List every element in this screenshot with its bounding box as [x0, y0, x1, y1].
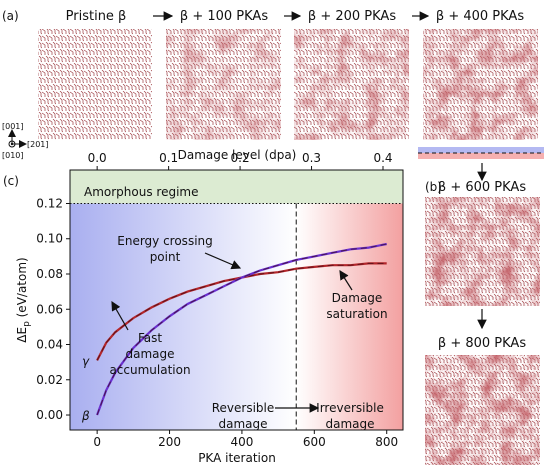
x2-tick-label: 0.4 — [373, 151, 392, 165]
x2-tick-label: 0.0 — [88, 151, 107, 165]
annotation: Energy crossing point — [117, 234, 213, 264]
atom-images — [38, 29, 540, 465]
orientation-axes: [001] [201] [010] — [2, 122, 49, 160]
x2-tick-label: 0.3 — [302, 151, 321, 165]
annotation: Fast damage accumulation — [109, 331, 190, 377]
region — [70, 203, 297, 430]
y-axis-label: ΔEp (eV/atom) — [15, 257, 32, 342]
y-tick-label: 0.00 — [36, 408, 63, 422]
annotation-line: Energy crossing — [117, 234, 213, 248]
annotation-line: damage — [218, 417, 267, 431]
x2-tick-label: 0.2 — [231, 151, 250, 165]
annotation-line: Reversible — [212, 401, 275, 415]
image-title: Pristine β — [66, 9, 127, 24]
image-title: β + 800 PKAs — [438, 336, 526, 351]
annotation-line: damage — [125, 347, 174, 361]
annotation-line: Irreversible — [316, 401, 384, 415]
y-tick-label: 0.04 — [36, 338, 63, 352]
orientation-label: [201] — [27, 140, 49, 149]
y-tick-label: 0.10 — [36, 232, 63, 246]
orientation-label: [001] — [2, 122, 24, 131]
y-label-part: ΔE — [15, 327, 29, 343]
annotation-line: damage — [325, 417, 374, 431]
image-title: β + 100 PKAs — [180, 9, 268, 24]
panel-label: (c) — [3, 174, 19, 188]
orientation-label: [010] — [2, 151, 24, 160]
series-line-dash — [96, 243, 387, 416]
series-label: β — [81, 409, 90, 423]
series-line-dash — [96, 262, 387, 361]
y-tick-label: 0.06 — [36, 302, 63, 316]
annotation-line: Fast — [138, 331, 162, 345]
annotation-arrow — [111, 300, 129, 331]
panel-label: (a) — [2, 9, 19, 23]
y-label-sub: p — [22, 321, 32, 327]
y-label-part: (eV/atom) — [15, 257, 29, 321]
x-tick-label: 0 — [93, 435, 101, 449]
panel-label: (b) — [425, 180, 442, 194]
arrows — [153, 11, 487, 330]
band — [70, 170, 403, 204]
plot: γ β0 200 400 600 800 0.0 0.1 0.2 0.3 0.4 0.00 0.02 0.… — [36, 151, 404, 449]
x-tick-label: 800 — [375, 435, 398, 449]
annotation-line: Damage — [332, 291, 383, 305]
annotation-line: Amorphous regime — [84, 185, 199, 199]
x2-tick-label: 0.1 — [159, 151, 178, 165]
region — [296, 203, 403, 430]
annotation-line: saturation — [326, 307, 387, 321]
series-label: γ — [82, 354, 90, 368]
y-tick-label: 0.08 — [36, 267, 63, 281]
region-icon — [418, 147, 544, 159]
annotation: Amorphous regime — [84, 185, 199, 199]
y-tick-label: 0.02 — [36, 373, 63, 387]
y-tick-label: 0.12 — [36, 196, 63, 210]
annotation: Damage saturation — [326, 291, 387, 321]
x-tick-label: 600 — [303, 435, 326, 449]
x-axis-label: PKA iteration — [198, 451, 276, 465]
annotation-arrow — [204, 252, 242, 270]
annotation-line: accumulation — [109, 363, 190, 377]
annotation-line: point — [150, 250, 181, 264]
x2-axis-label: Damage level (dpa) — [178, 148, 297, 162]
annotation-arrow — [339, 269, 353, 291]
image-title: β + 200 PKAs — [308, 9, 396, 24]
image-title: β + 400 PKAs — [436, 9, 524, 24]
annotation: Reversible damage — [212, 401, 275, 431]
image-title: β + 600 PKAs — [438, 180, 526, 195]
x-tick-label: 200 — [158, 435, 181, 449]
annotation: Irreversible damage — [316, 401, 384, 431]
plot-frame — [69, 169, 404, 431]
x-tick-label: 400 — [230, 435, 253, 449]
